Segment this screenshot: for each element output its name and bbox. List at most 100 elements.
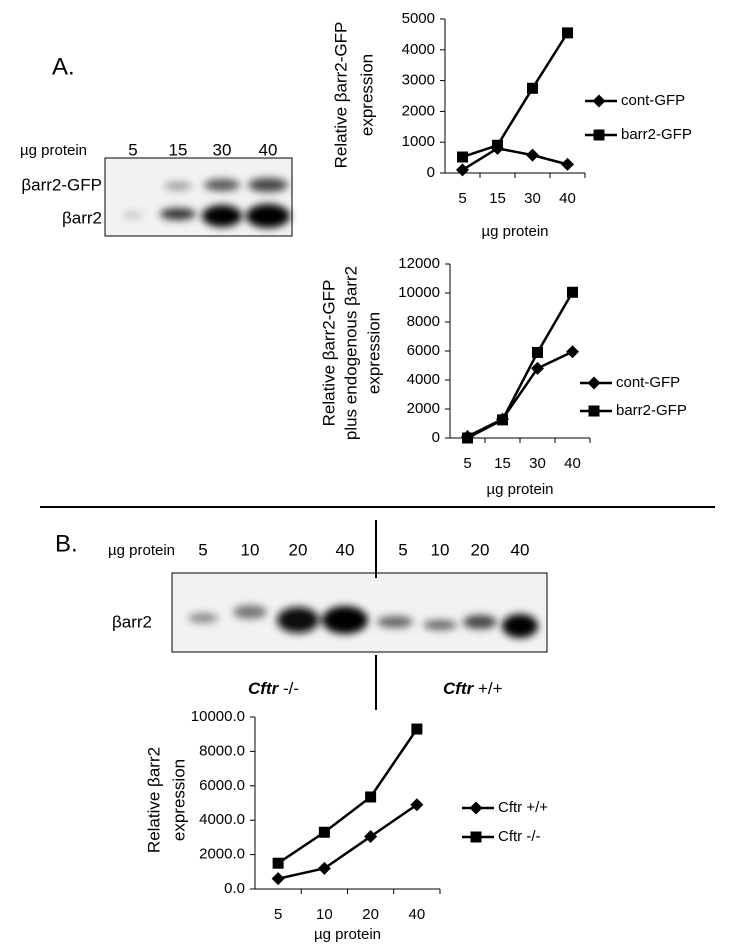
lane-labels: 5 10 20 40 5 10 20 40	[198, 540, 529, 559]
x-tick-label: 40	[559, 190, 576, 207]
blot-bands	[188, 605, 538, 638]
lane-label: 5	[398, 540, 407, 559]
line-chart: 0.0 2000.0 4000.0 6000.0 8000.0 10000.0 5 10 20 4…	[144, 708, 548, 943]
group-label: Cftr -/-	[248, 679, 299, 698]
blot-row-label: βarr2-GFP	[21, 175, 102, 194]
x-tick-label: 30	[529, 455, 546, 472]
series-line	[277, 728, 418, 865]
marker	[271, 872, 285, 886]
marker	[318, 826, 330, 838]
x-tick-label: 5	[274, 906, 282, 923]
y-tick-label: 0	[427, 164, 435, 181]
y-tick-label: 2000.0	[199, 846, 245, 863]
series-line	[277, 803, 418, 880]
marker	[457, 151, 468, 163]
marker	[561, 157, 574, 171]
y-axis-label: Relative βarr2-GFP	[319, 280, 338, 427]
legend-label: barr2-GFP	[621, 126, 692, 143]
lane-label: 40	[259, 140, 278, 159]
marker	[567, 286, 578, 298]
blot-x-label: µg protein	[108, 542, 175, 559]
line-chart: 0 1000 2000 3000 4000 5000 5 15 30 40 µg protein Re…	[331, 10, 691, 240]
marker	[317, 861, 331, 875]
charts: 0 1000 2000 3000 4000 5000 5 15 30 40 µg protein Re…	[144, 10, 691, 943]
x-tick-label: 15	[494, 455, 511, 472]
blot-x-label: µg protein	[20, 142, 87, 159]
marker	[497, 414, 508, 426]
x-tick-label: 20	[362, 906, 379, 923]
marker	[365, 791, 377, 803]
legend-label: cont-GFP	[621, 92, 685, 109]
marker	[462, 432, 473, 444]
x-axis-label: µg protein	[481, 223, 548, 240]
marker	[531, 361, 544, 375]
y-axis-label: Relative βarr2-GFP	[331, 22, 350, 169]
y-axis-label: expression	[169, 759, 188, 841]
y-tick-label: 0.0	[224, 880, 245, 897]
blot-row-label: βarr2	[62, 208, 102, 227]
x-axis-label: µg protein	[486, 481, 553, 498]
lane-label: 40	[336, 540, 355, 559]
y-tick-label: 3000	[402, 72, 435, 89]
lane-label: 20	[471, 540, 490, 559]
lane-label: 40	[511, 540, 530, 559]
genotype: +/+	[478, 679, 503, 698]
marker	[456, 163, 469, 177]
marker	[592, 94, 606, 108]
lane-labels: 5 15 30 40	[128, 140, 277, 159]
y-axis-label: expression	[357, 54, 376, 136]
marker	[588, 405, 600, 417]
marker	[492, 139, 503, 151]
marker	[593, 129, 605, 141]
gene: Cftr	[248, 679, 280, 698]
marker	[469, 801, 483, 815]
legend-label: cont-GFP	[616, 374, 680, 391]
y-tick-label: 12000	[398, 255, 440, 272]
y-axis-label: expression	[364, 312, 383, 394]
y-tick-label: 0	[432, 429, 440, 446]
y-tick-label: 4000	[407, 371, 440, 388]
group-label: Cftr +/+	[443, 679, 503, 698]
marker	[527, 82, 538, 94]
line-chart: 0 2000 4000 6000 8000 10000 12000 5 15 30 40 µg pro…	[319, 255, 686, 498]
x-tick-label: 40	[409, 906, 426, 923]
series-line	[466, 350, 574, 438]
y-tick-label: 4000.0	[199, 811, 245, 828]
x-tick-label: 10	[316, 906, 333, 923]
x-axis-label: µg protein	[314, 926, 381, 943]
x-tick-label: 40	[564, 455, 581, 472]
gene: Cftr	[443, 679, 475, 698]
panel-label: B.	[55, 530, 78, 557]
x-tick-label: 15	[489, 190, 506, 207]
blot-bands	[123, 178, 290, 228]
series-line	[461, 147, 568, 171]
marker	[411, 723, 423, 735]
legend-label: barr2-GFP	[616, 402, 687, 419]
x-tick-label: 30	[524, 190, 541, 207]
lane-label: 20	[289, 540, 308, 559]
y-tick-label: 8000.0	[199, 742, 245, 759]
y-tick-label: 10000.0	[191, 708, 245, 725]
marker	[272, 857, 284, 869]
genotype: -/-	[283, 679, 299, 698]
y-tick-label: 6000.0	[199, 777, 245, 794]
marker	[587, 376, 601, 390]
y-tick-label: 6000	[407, 342, 440, 359]
y-axis-label: Relative βarr2	[144, 747, 163, 853]
marker	[364, 830, 378, 844]
series-line	[466, 291, 574, 440]
legend-label: Cftr -/-	[498, 828, 541, 845]
marker	[470, 831, 482, 843]
y-tick-label: 2000	[407, 400, 440, 417]
marker	[532, 346, 543, 358]
lane-label: 5	[128, 140, 137, 159]
y-tick-label: 5000	[402, 10, 435, 27]
legend-label: Cftr +/+	[498, 799, 548, 816]
marker	[566, 345, 579, 359]
lane-label: 30	[213, 140, 232, 159]
x-tick-label: 5	[458, 190, 466, 207]
y-tick-label: 2000	[402, 102, 435, 119]
y-tick-label: 8000	[407, 313, 440, 330]
marker	[526, 148, 539, 162]
lane-label: 5	[198, 540, 207, 559]
